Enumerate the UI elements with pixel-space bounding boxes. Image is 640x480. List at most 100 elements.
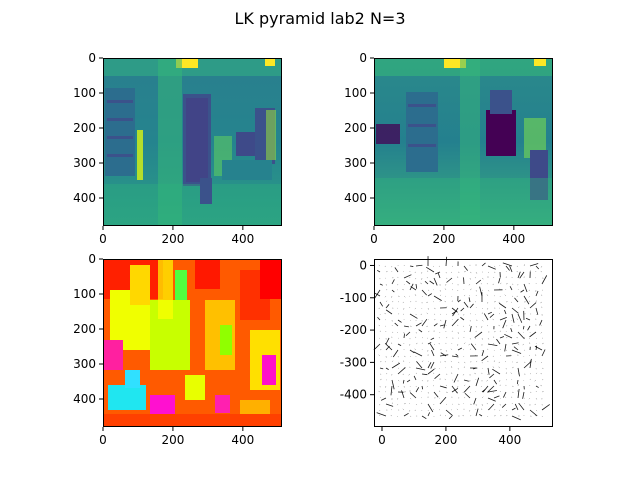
quiver-arrow	[410, 286, 417, 291]
quiver-arrow	[426, 385, 429, 388]
quiver-arrow	[498, 302, 507, 309]
quiver-arrow	[463, 265, 468, 271]
quiver-arrow	[541, 275, 548, 285]
quiver-arrow	[445, 256, 448, 267]
quiver-arrow	[528, 295, 531, 298]
quiver-arrow	[498, 313, 501, 315]
quiver-arrow	[522, 325, 525, 330]
quiver-arrow	[481, 396, 484, 399]
quiver-arrow	[378, 354, 381, 357]
quiver-arrow	[463, 301, 469, 308]
quiver-arrow	[475, 289, 477, 292]
quiver-arrow	[455, 353, 459, 357]
quiver-arrow	[462, 348, 465, 351]
quiver-arrow	[523, 283, 528, 293]
quiver-arrow	[430, 361, 435, 369]
quiver-arrow	[421, 318, 428, 327]
quiver-arrow	[415, 277, 417, 280]
quiver-arrow	[403, 271, 405, 273]
quiver-arrow	[396, 415, 399, 418]
quiver-arrow	[463, 384, 466, 387]
quiver-arrow	[511, 379, 513, 381]
quiver-arrow	[523, 403, 525, 405]
quiver-arrow	[482, 385, 489, 393]
quiver-arrow	[469, 288, 472, 291]
quiver-arrow	[522, 343, 525, 346]
quiver-arrow	[505, 372, 508, 375]
quiver-arrow	[456, 408, 459, 411]
quiver-arrow	[390, 414, 393, 417]
panel-3-ytick-label: 0	[88, 252, 96, 266]
quiver-arrow	[421, 360, 424, 363]
quiver-arrow	[445, 367, 447, 369]
quiver-arrow	[444, 288, 447, 291]
quiver-arrow	[416, 361, 423, 369]
quiver-arrow	[493, 276, 495, 279]
quiver-arrow	[534, 379, 537, 382]
panel-4	[373, 256, 553, 427]
quiver-arrow	[528, 337, 531, 339]
quiver-arrow	[535, 290, 539, 297]
quiver-arrow	[433, 323, 438, 327]
quiver-arrow	[434, 373, 441, 379]
quiver-arrow	[518, 403, 525, 411]
quiver-arrow	[403, 412, 409, 417]
quiver-arrow	[385, 319, 387, 321]
quiver-arrow	[492, 391, 495, 394]
quiver-arrow	[535, 313, 537, 316]
quiver-arrow	[451, 283, 454, 285]
quiver-arrow	[462, 391, 465, 393]
quiver-arrow	[523, 361, 526, 363]
quiver-arrow	[505, 409, 508, 412]
quiver-arrow	[409, 306, 411, 309]
quiver-arrows	[373, 256, 550, 421]
quiver-arrow	[486, 325, 489, 327]
quiver-arrow	[421, 385, 424, 390]
quiver-arrow	[499, 414, 502, 417]
quiver-arrow	[433, 289, 435, 291]
quiver-arrow	[453, 373, 459, 383]
quiver-arrow	[414, 307, 417, 310]
quiver-arrow	[475, 391, 477, 393]
quiver-arrow	[539, 319, 543, 326]
quiver-arrow	[421, 391, 423, 393]
quiver-arrow	[414, 294, 417, 297]
quiver-arrow	[402, 408, 405, 411]
quiver-arrow	[378, 307, 381, 309]
quiver-arrow	[426, 312, 429, 315]
quiver-arrow	[445, 277, 448, 280]
quiver-arrow	[421, 373, 428, 376]
quiver-arrow	[499, 317, 507, 321]
quiver-arrow	[480, 385, 483, 388]
quiver-arrow	[499, 330, 501, 333]
panel-2-xtick-label: 0	[370, 232, 378, 246]
quiver-arrow	[535, 345, 538, 351]
panel-1-ytick-label: 200	[73, 121, 96, 135]
quiver-arrow	[427, 330, 430, 333]
quiver-arrow	[492, 368, 501, 375]
quiver-arrow	[504, 309, 507, 315]
quiver-arrow	[517, 331, 525, 340]
quiver-arrow	[541, 349, 546, 357]
quiver-arrow	[470, 343, 477, 351]
quiver-arrow	[405, 331, 411, 336]
quiver-arrow	[498, 366, 501, 369]
quiver-arrow	[402, 360, 405, 363]
quiver-arrow	[421, 379, 423, 382]
quiver-arrow	[391, 379, 395, 390]
quiver-arrow	[535, 409, 538, 412]
panel-1-xtick-label: 0	[99, 232, 107, 246]
quiver-arrow	[391, 360, 394, 363]
quiver-arrow	[378, 390, 381, 393]
quiver-arrow	[540, 271, 543, 273]
quiver-arrow	[541, 294, 543, 297]
quiver-arrow	[487, 265, 496, 270]
quiver-arrow	[541, 415, 543, 418]
quiver-arrow	[481, 289, 484, 291]
quiver-arrow	[445, 403, 448, 405]
quiver-arrow	[528, 354, 531, 357]
quiver-arrow	[475, 354, 477, 357]
quiver-arrow	[462, 414, 465, 417]
quiver-arrow	[464, 392, 471, 399]
quiver-arrow	[528, 282, 531, 285]
